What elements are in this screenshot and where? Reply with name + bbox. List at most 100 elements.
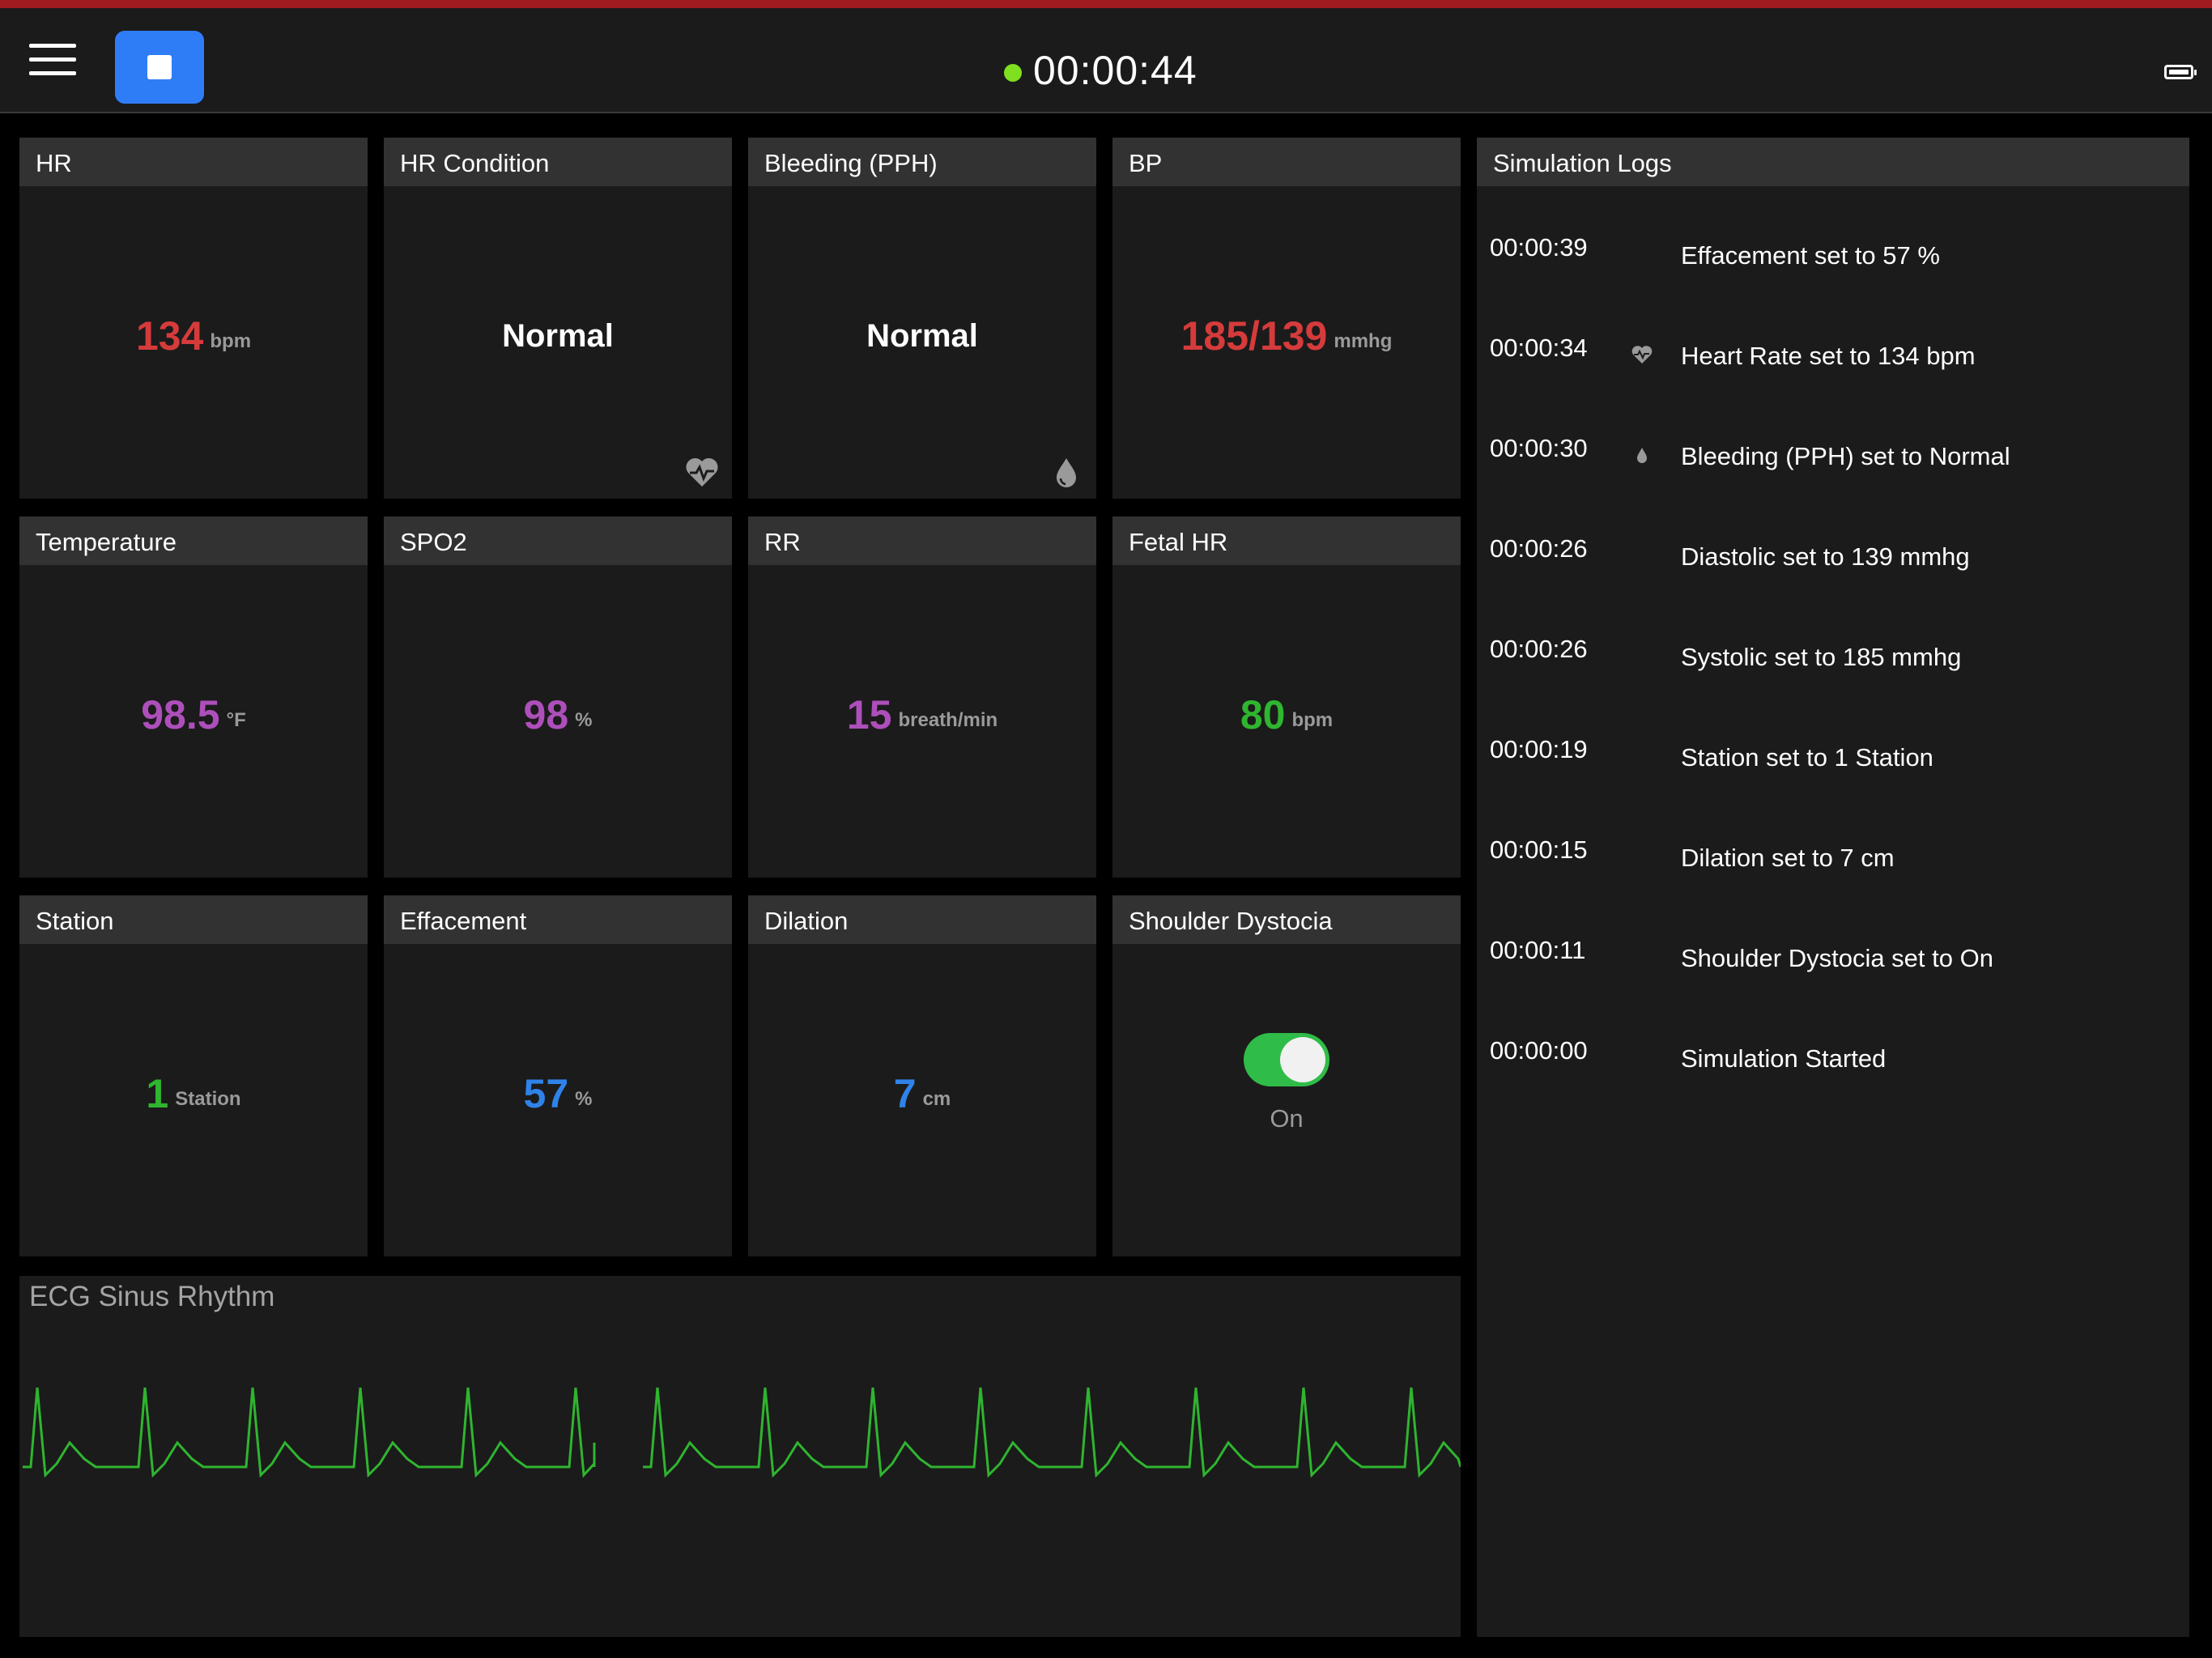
heart-pulse-icon [686,457,718,487]
blood-drop-icon [1057,458,1076,487]
log-time: 00:00:19 [1490,735,1588,763]
rr-unit: breath/min [898,709,998,731]
card-value: 98 % [384,597,732,832]
spo2-value: 98 [523,692,569,738]
card-header: Bleeding (PPH) [748,138,1096,186]
card-header: Station [19,895,368,944]
card-header: SPO2 [384,517,732,565]
card-value: Normal [748,219,1096,453]
log-time: 00:00:26 [1490,635,1588,663]
card-title: Dilation [764,907,849,935]
logs-header: Simulation Logs [1477,138,2189,186]
card-value: 185/139 mmhg [1112,219,1461,453]
battery-icon [2164,65,2197,79]
card-rr[interactable]: RR 15 breath/min [748,517,1096,878]
log-message: Simulation Started [1681,1044,1887,1073]
card-header: RR [748,517,1096,565]
stop-button[interactable] [115,31,204,104]
toggle-knob [1280,1037,1325,1082]
logs-title: Simulation Logs [1493,149,1672,177]
top-accent-bar [0,0,2212,8]
card-value: 1 Station [19,976,368,1211]
card-temperature[interactable]: Temperature 98.5 °F [19,517,368,878]
card-title: Fetal HR [1129,528,1228,556]
hr-value: 134 [135,313,204,359]
card-header: Shoulder Dystocia [1112,895,1461,944]
status-dot [1004,64,1022,82]
card-value: 15 breath/min [748,597,1096,832]
log-time: 00:00:00 [1490,1036,1588,1065]
card-value: 98.5 °F [19,597,368,832]
effacement-value: 57 [523,1071,569,1116]
rr-value: 15 [846,692,892,738]
card-title: Station [36,907,114,935]
card-title: RR [764,528,801,556]
toggle-container: On [1112,1033,1461,1133]
timer-text: 00:00:44 [1033,48,1197,93]
log-entry: 00:00:26 Diastolic set to 139 mmhg [1477,534,2189,599]
simulation-logs-panel: Simulation Logs 00:00:39 Effacement set t… [1477,138,2189,1637]
card-hr-condition[interactable]: HR Condition Normal [384,138,732,499]
spo2-unit: % [575,709,593,731]
shoulder-dystocia-toggle[interactable] [1244,1033,1329,1086]
log-entry: 00:00:11 Shoulder Dystocia set to On [1477,936,2189,1001]
log-message: Dilation set to 7 cm [1681,844,1895,872]
card-title: SPO2 [400,528,467,556]
card-header: Temperature [19,517,368,565]
log-entry: 00:00:30 Bleeding (PPH) set to Normal [1477,434,2189,499]
simulation-timer: 00:00:44 [1004,42,1197,99]
card-title: Temperature [36,528,177,556]
temperature-unit: °F [226,709,246,731]
hamburger-menu-icon[interactable] [29,44,76,79]
card-dilation[interactable]: Dilation 7 cm [748,895,1096,1256]
top-bar: 00:00:44 [0,8,2212,113]
fetal-hr-unit: bpm [1291,709,1334,731]
ecg-title: ECG Sinus Rhythm [29,1281,275,1312]
log-message: Heart Rate set to 134 bpm [1681,342,1976,370]
log-message: Shoulder Dystocia set to On [1681,944,1993,972]
log-message: Systolic set to 185 mmhg [1681,643,1962,671]
card-hr[interactable]: HR 134 bpm [19,138,368,499]
card-value: 80 bpm [1112,597,1461,832]
card-value: Normal [384,219,732,453]
log-entry: 00:00:15 Dilation set to 7 cm [1477,835,2189,900]
log-time: 00:00:39 [1490,233,1588,261]
card-spo2[interactable]: SPO2 98 % [384,517,732,878]
card-value: 7 cm [748,976,1096,1211]
fetal-hr-value: 80 [1240,692,1286,738]
card-header: HR Condition [384,138,732,186]
log-entry: 00:00:19 Station set to 1 Station [1477,735,2189,800]
log-time: 00:00:30 [1490,434,1588,462]
log-entry: 00:00:26 Systolic set to 185 mmhg [1477,635,2189,699]
toggle-state-label: On [1270,1104,1304,1133]
station-value: 1 [146,1071,169,1116]
card-header: BP [1112,138,1461,186]
card-header: Fetal HR [1112,517,1461,565]
bp-value: 185/139 [1180,313,1328,359]
card-title: Bleeding (PPH) [764,149,938,177]
blood-drop-icon [1631,444,1653,466]
log-time: 00:00:26 [1490,534,1588,563]
card-effacement[interactable]: Effacement 57 % [384,895,732,1256]
log-message: Effacement set to 57 % [1681,241,1940,270]
effacement-unit: % [575,1088,593,1110]
card-header: Effacement [384,895,732,944]
ecg-waveform [23,1387,1461,1478]
card-bleeding[interactable]: Bleeding (PPH) Normal [748,138,1096,499]
bp-unit: mmhg [1334,330,1393,352]
card-title: Shoulder Dystocia [1129,907,1333,935]
heart-pulse-icon [1631,343,1653,366]
log-time: 00:00:15 [1490,835,1588,864]
bleeding-value: Normal [866,317,978,354]
station-unit: Station [175,1088,241,1110]
temperature-value: 98.5 [141,692,220,738]
card-fetal-hr[interactable]: Fetal HR 80 bpm [1112,517,1461,878]
card-title: HR Condition [400,149,550,177]
card-title: Effacement [400,907,527,935]
card-shoulder-dystocia[interactable]: Shoulder Dystocia On [1112,895,1461,1256]
card-value: 57 % [384,976,732,1211]
card-station[interactable]: Station 1 Station [19,895,368,1256]
card-title: HR [36,149,72,177]
card-bp[interactable]: BP 185/139 mmhg [1112,138,1461,499]
log-entry: 00:00:34 Heart Rate set to 134 bpm [1477,334,2189,398]
